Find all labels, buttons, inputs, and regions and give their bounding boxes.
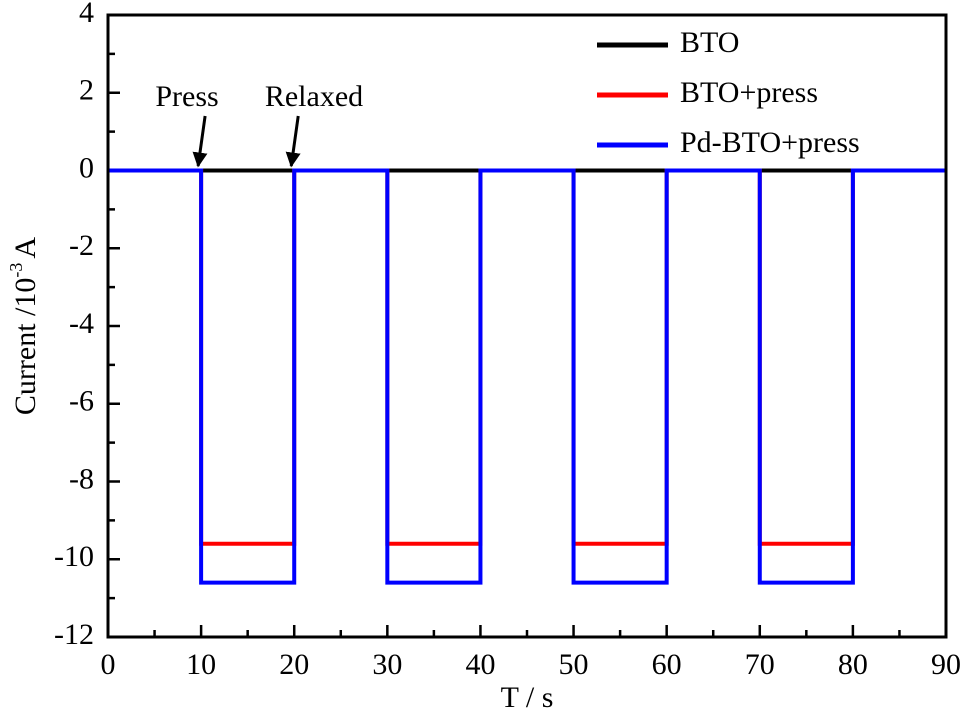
y-tick-label: -8: [69, 462, 94, 495]
x-tick-label: 30: [372, 648, 402, 681]
y-tick-label: -10: [54, 540, 94, 573]
x-tick-label: 20: [279, 648, 309, 681]
y-tick-label: -2: [69, 229, 94, 262]
series-line: [108, 168, 946, 546]
y-tick-label: 4: [79, 0, 94, 29]
annotation-text: Relaxed: [265, 80, 363, 113]
x-tick-label: 60: [652, 648, 682, 681]
annotation-arrow: [285, 115, 301, 168]
y-tick-label: -6: [69, 385, 94, 418]
y-tick-label: -12: [54, 618, 94, 651]
y-tick-label: 2: [79, 74, 94, 107]
series-line: [108, 168, 946, 585]
y-tick-label: 0: [79, 151, 94, 184]
y-label-text: Current /10: [9, 278, 42, 415]
annotation-text: Press: [155, 80, 218, 113]
plot-frame: [106, 13, 948, 639]
x-tick-label: 80: [838, 648, 868, 681]
x-tick-label: 70: [745, 648, 775, 681]
x-axis-label: T / s: [501, 681, 554, 714]
legend-label: Pd-BTO+press: [680, 126, 860, 159]
y-label-unit: A: [9, 237, 42, 259]
x-tick-label: 90: [931, 648, 961, 681]
x-tick-label: 40: [465, 648, 495, 681]
y-tick-label: -4: [69, 307, 94, 340]
y-axis-label: Current /10-3 A: [6, 237, 42, 415]
x-tick-label: 50: [559, 648, 589, 681]
annotation-arrow: [192, 115, 208, 168]
y-label-sup: -3: [6, 263, 26, 278]
x-tick-label: 0: [101, 648, 116, 681]
legend-label: BTO+press: [680, 76, 818, 109]
legend-label: BTO: [680, 26, 739, 59]
x-tick-label: 10: [186, 648, 216, 681]
